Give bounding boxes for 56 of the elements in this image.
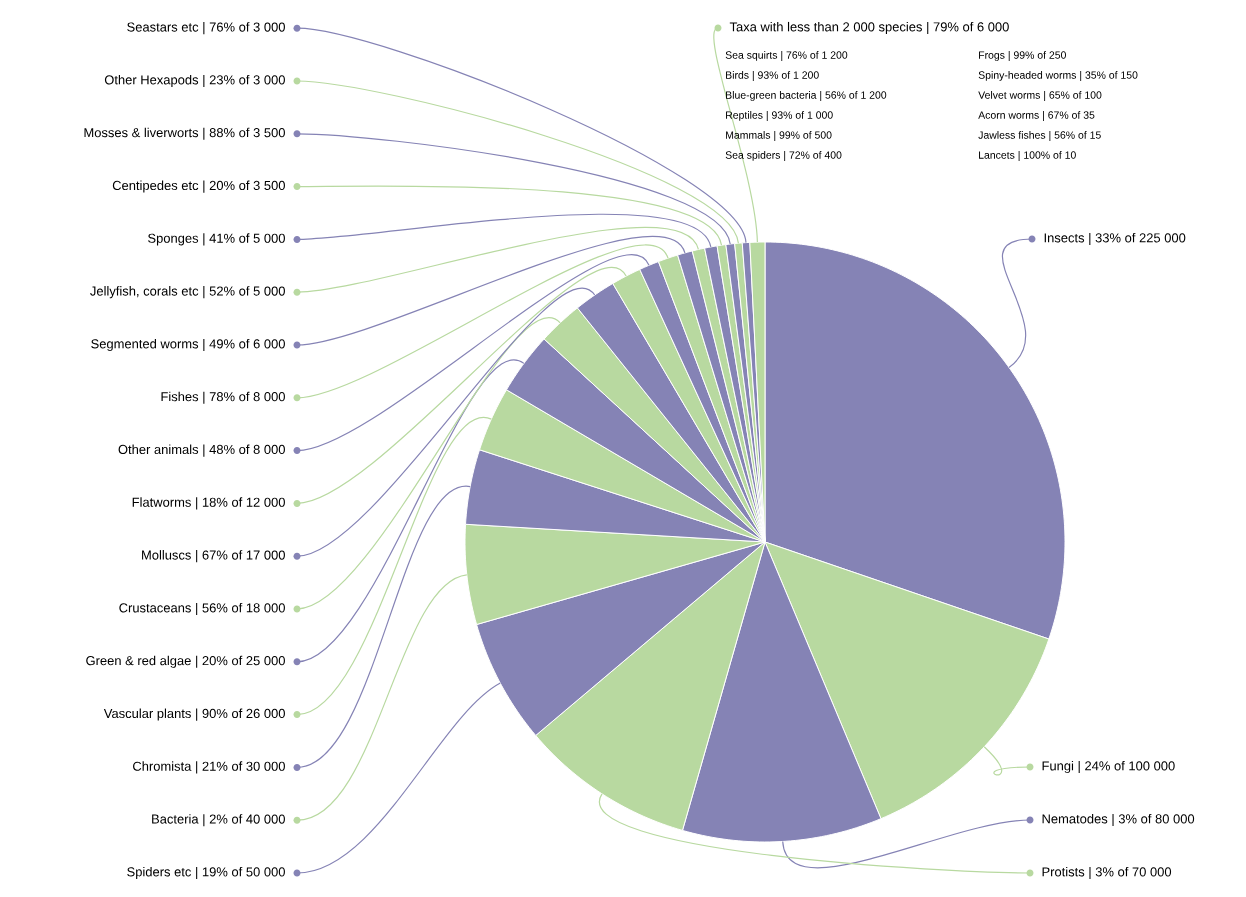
text: Jawless fishes | 56% of 15 [978, 131, 1101, 141]
data-label: | 20% of 25 000 [196, 655, 285, 668]
data-label: | 3% of 70 000 [1089, 866, 1172, 880]
slice-label: Green & red algae [86, 655, 191, 668]
data-label: | 20% of 3 500 [203, 180, 285, 193]
data-label: | 18% of 12 000 [196, 497, 285, 510]
slice-label: Flatworms [132, 497, 191, 507]
slice-label: Jellyfish, corals etc [90, 286, 199, 299]
slice-label: Seastars etc [127, 22, 199, 32]
data-label: | 2% of 40 000 [203, 814, 285, 827]
legend-label: Nematodes [1042, 813, 1108, 824]
slice-label: Chromista [133, 761, 192, 771]
text: Velvet worms | 65% of 100 [978, 91, 1102, 101]
data-label: | 76% of 3 000 [203, 22, 285, 35]
data-label: | 19% of 50 000 [196, 866, 285, 880]
text: Blue-green bacteria | 56% of 1 200 [726, 91, 887, 101]
data-label: | 48% of 8 000 [203, 444, 285, 457]
text: Mammals | 99% of 500 [726, 131, 832, 141]
slice-label: Vascular plants [103, 708, 191, 721]
slice-label: Molluscs [142, 550, 191, 560]
legend-label: Insects [1044, 233, 1085, 243]
text: Frogs | 99% of 250 [979, 51, 1066, 61]
data-label: | 41% of 5 000 [203, 233, 285, 246]
data-label: | 33% of 225 000 [1089, 232, 1186, 246]
data-label: | 90% of 26 000 [196, 708, 285, 721]
data-label: | 21% of 30 000 [196, 761, 285, 774]
slice-label: Bacteria [152, 814, 199, 824]
slice-label: Mosses & liverworts [84, 127, 199, 138]
text: Acorn worms | 67% of 35 [978, 111, 1095, 121]
data-label: | 78% of 8 000 [203, 391, 285, 404]
data-label: | 23% of 3 000 [203, 74, 285, 88]
slice-label: Fishes [161, 391, 199, 402]
data-label: | 52% of 5 000 [203, 286, 285, 299]
data-label: | 49% of 6 000 [203, 338, 285, 352]
data-label: | 79% of 6 000 [927, 21, 1009, 35]
slice-label: Segmented worms [91, 338, 199, 351]
text: Sea squirts | 76% of 1 200 [725, 51, 848, 61]
text: Sea spiders | 72% of 400 [725, 151, 842, 161]
data-label: | 3% of 80 000 [1112, 813, 1195, 827]
data-label: | 88% of 3 500 [203, 127, 285, 140]
legend-label: Fungi [1042, 760, 1074, 774]
slice-label: Centipedes etc [112, 180, 199, 193]
data-label: | 24% of 100 000 [1078, 760, 1175, 774]
text: Spiny-headed worms | 35% of 150 [978, 71, 1138, 81]
data-label: | 56% of 18 000 [196, 602, 285, 616]
text: Lancets | 100% of 10 [979, 151, 1076, 161]
slice-label: Crustaceans [119, 603, 191, 613]
slice-label: Other Hexapods [104, 74, 199, 87]
slice-label: Spiders etc [127, 866, 192, 880]
data-label: | 67% of 17 000 [196, 550, 285, 563]
text: Birds | 93% of 1 200 [726, 71, 819, 81]
slice-label: Other animals [118, 444, 199, 455]
legend-label: Taxa with less than 2 000 species [729, 21, 922, 34]
text: Reptiles | 93% of 1 000 [726, 111, 833, 121]
slice-label: Sponges [148, 233, 199, 246]
legend-label: Protists [1042, 866, 1085, 877]
